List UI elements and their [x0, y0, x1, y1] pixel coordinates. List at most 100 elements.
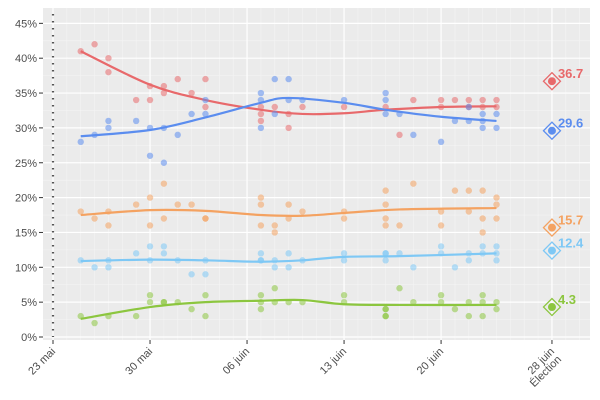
poll-point — [340, 250, 348, 257]
poll-point — [451, 305, 459, 313]
poll-point — [437, 243, 445, 250]
poll-point — [271, 229, 278, 236]
trend-line — [80, 50, 497, 116]
poll-point — [493, 298, 500, 306]
x-tick-label: 13 juin — [318, 346, 349, 377]
poll-point — [285, 250, 292, 257]
poll-point — [77, 208, 84, 215]
gridlines — [43, 8, 590, 340]
poll-point — [160, 215, 168, 222]
poll-point — [382, 222, 389, 229]
poll-point — [146, 96, 154, 104]
poll-point — [91, 41, 98, 48]
poll-point — [437, 298, 445, 306]
result-point — [547, 246, 556, 255]
poll-point — [437, 138, 445, 146]
poll-point — [146, 298, 154, 306]
trend-line — [80, 298, 497, 320]
poll-point — [91, 215, 98, 222]
poll-point — [493, 305, 500, 313]
poll-point — [202, 103, 209, 111]
poll-point — [188, 305, 195, 313]
poll-point — [188, 271, 195, 278]
poll-point — [382, 89, 389, 97]
poll-point — [160, 243, 168, 250]
poll-point — [188, 89, 195, 97]
poll-point — [285, 124, 292, 132]
poll-point — [257, 124, 265, 132]
poll-point — [451, 117, 459, 125]
trend-line — [80, 252, 497, 263]
poll-point — [410, 180, 417, 187]
series-2: 15.7 — [77, 180, 583, 237]
result-label: 15.7 — [558, 213, 583, 228]
poll-point — [202, 291, 209, 299]
poll-point — [493, 243, 500, 250]
poll-point — [257, 89, 265, 97]
poll-point — [382, 250, 389, 257]
poll-point — [479, 215, 486, 222]
poll-point — [340, 215, 348, 222]
poll-point — [202, 96, 209, 104]
series-3: 12.4 — [77, 236, 584, 278]
poll-point — [105, 124, 112, 132]
poll-point — [257, 305, 265, 313]
poll-point — [479, 312, 486, 320]
poll-point — [382, 187, 389, 194]
poll-point — [271, 264, 278, 271]
poll-point — [91, 264, 98, 271]
poll-point — [132, 117, 140, 125]
poll-point — [146, 152, 154, 159]
poll-point — [160, 89, 168, 97]
poll-point — [146, 194, 154, 201]
poll-point — [188, 201, 195, 208]
poll-point — [202, 215, 209, 222]
y-tick-label: 35% — [15, 88, 37, 100]
result-diamond — [542, 241, 562, 260]
poll-point — [382, 96, 389, 104]
poll-point — [285, 201, 292, 208]
poll-point — [174, 131, 181, 139]
series-4: 4.3 — [77, 285, 576, 327]
poll-point — [465, 208, 472, 215]
poll-point — [493, 201, 500, 208]
poll-point — [202, 110, 209, 118]
poll-point — [132, 312, 140, 320]
poll-point — [382, 110, 389, 118]
result-label: 4.3 — [558, 292, 576, 307]
poll-point — [257, 110, 265, 118]
poll-point — [382, 215, 389, 222]
poll-point — [410, 96, 417, 104]
trend-line — [80, 206, 497, 217]
poll-point — [465, 187, 472, 194]
x-tick-label: 20 juin — [415, 346, 446, 377]
y-tick-label: 15% — [15, 227, 37, 239]
result-diamond — [542, 121, 562, 141]
poll-point — [271, 110, 278, 118]
y-tick-label: 25% — [15, 158, 37, 170]
poll-point — [188, 110, 195, 118]
result-point — [547, 303, 556, 312]
poll-point — [465, 257, 472, 264]
poll-point — [271, 285, 278, 292]
y-tick-label: 20% — [15, 193, 37, 205]
poll-point — [105, 264, 112, 271]
poll-point — [465, 312, 472, 320]
poll-point — [299, 208, 306, 215]
y-tick-label: 45% — [15, 18, 37, 30]
poll-point — [465, 298, 472, 306]
poll-point — [257, 222, 265, 229]
poll-point — [202, 312, 209, 320]
poll-point — [160, 159, 168, 166]
poll-point — [437, 208, 445, 215]
poll-point — [202, 271, 209, 278]
poll-point — [160, 250, 168, 257]
y-tick-label: 10% — [15, 262, 37, 274]
poll-point — [493, 257, 500, 264]
poll-point — [382, 305, 389, 313]
poll-point — [410, 264, 417, 271]
poll-point — [132, 201, 140, 208]
poll-point — [174, 75, 181, 83]
result-label: 36.7 — [558, 66, 583, 81]
